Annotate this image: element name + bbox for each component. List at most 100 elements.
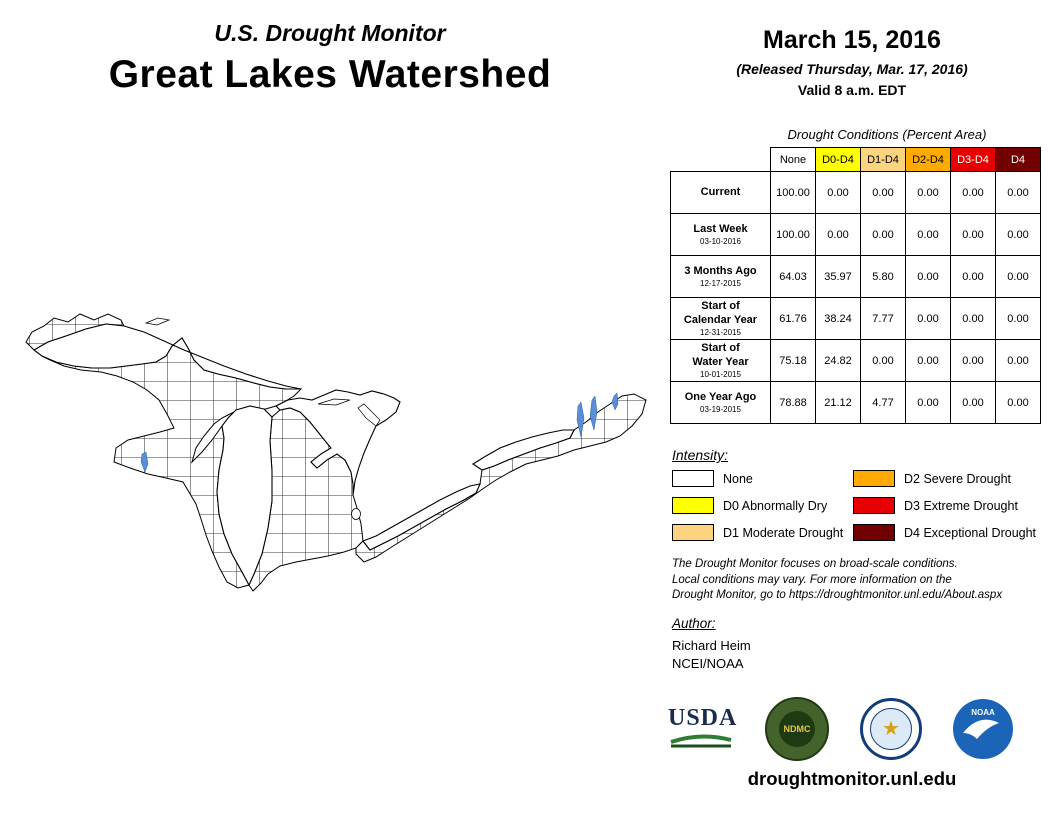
value-cell: 0.00 — [950, 255, 996, 298]
legend-label: D2 Severe Drought — [904, 471, 1012, 486]
drought-conditions-table: None D0-D4 D1-D4 D2-D4 D3-D4 D4 Current 100.00… — [670, 147, 1041, 424]
isle-royale-island — [144, 317, 171, 326]
row-label-cell: One Year Ago 03-19-2015 — [670, 381, 771, 424]
legend-label: D3 Extreme Drought — [904, 498, 1018, 513]
legend-item: D1 Moderate Drought — [672, 524, 843, 541]
value-cell: 0.00 — [860, 171, 906, 214]
row-label-cell: Start of Water Year 10-01-2015 — [670, 339, 771, 382]
value-cell: 0.00 — [905, 255, 951, 298]
row-label-cell: Last Week 03-10-2016 — [670, 213, 771, 256]
table-body: Current 100.00 0.00 0.00 0.00 0.00 0.00 Last We… — [670, 171, 1041, 424]
value-cell: 100.00 — [770, 171, 816, 214]
value-cell: 7.77 — [860, 297, 906, 340]
row-date: 03-10-2016 — [700, 237, 741, 247]
ndmc-logo: NDMC — [765, 697, 829, 761]
table-row: Current 100.00 0.00 0.00 0.00 0.00 0.00 — [670, 171, 1041, 214]
finger-lake-1 — [576, 401, 585, 438]
value-cell: 4.77 — [860, 381, 906, 424]
table-row: One Year Ago 03-19-2015 78.88 21.12 4.77 0.00… — [670, 381, 1041, 424]
value-cell: 100.00 — [770, 213, 816, 256]
map-land-erie-ontario-newyork — [355, 393, 647, 563]
disclaimer-text: The Drought Monitor focuses on broad-sca… — [672, 558, 1003, 602]
value-cell: 24.82 — [815, 339, 861, 382]
table-row: 3 Months Ago 12-17-2015 64.03 35.97 5.80 0.00… — [670, 255, 1041, 298]
column-header-d1-d4: D1-D4 — [860, 147, 906, 172]
value-cell: 0.00 — [950, 381, 996, 424]
row-date: 03-19-2015 — [700, 405, 741, 415]
table-corner-cell — [670, 147, 771, 172]
title-block: U.S. Drought Monitor Great Lakes Watersh… — [40, 20, 620, 97]
value-cell: 0.00 — [905, 297, 951, 340]
finger-lake-3 — [611, 392, 619, 411]
value-cell: 0.00 — [995, 255, 1041, 298]
lake-michigan — [216, 405, 273, 587]
lake-superior — [33, 323, 302, 390]
row-label: 3 Months Ago — [684, 264, 757, 277]
legend-swatch — [672, 524, 714, 541]
value-cell: 64.03 — [770, 255, 816, 298]
value-cell: 0.00 — [905, 171, 951, 214]
value-cell: 0.00 — [815, 171, 861, 214]
column-header-d3-d4: D3-D4 — [950, 147, 996, 172]
legend-label: D0 Abnormally Dry — [723, 498, 828, 513]
value-cell: 35.97 — [815, 255, 861, 298]
released-date: (Released Thursday, Mar. 17, 2016) — [736, 61, 968, 77]
value-cell: 0.00 — [815, 213, 861, 256]
legend-title: Intensity: — [672, 447, 729, 463]
legend-item: D3 Extreme Drought — [853, 497, 1036, 514]
row-label: One Year Ago — [684, 390, 757, 403]
noaa-logo-text: NOAA — [971, 708, 995, 717]
commerce-seal: ★ — [860, 698, 922, 760]
finger-lake-2 — [589, 395, 598, 431]
lake-erie — [362, 483, 481, 551]
row-label: Last Week — [693, 222, 748, 235]
row-label: Start of Water Year — [692, 342, 749, 368]
value-cell: 0.00 — [995, 171, 1041, 214]
value-cell: 0.00 — [905, 381, 951, 424]
value-cell: 0.00 — [950, 171, 996, 214]
noaa-logo: NOAA — [953, 699, 1013, 759]
ndmc-logo-text: NDMC — [783, 724, 811, 734]
column-header-d4: D4 — [995, 147, 1041, 172]
legend-col-2: D2 Severe Drought D3 Extreme Drought D4 Ex… — [853, 470, 1036, 541]
ndmc-logo-center: NDMC — [779, 711, 815, 747]
value-cell: 0.00 — [995, 297, 1041, 340]
value-cell: 5.80 — [860, 255, 906, 298]
row-label: Start of Calendar Year — [683, 300, 758, 326]
usda-logo-text: USDA — [668, 705, 738, 731]
legend-swatch — [853, 524, 895, 541]
value-cell: 0.00 — [995, 213, 1041, 256]
legend-item: None — [672, 470, 843, 487]
table-title: Drought Conditions (Percent Area) — [787, 127, 987, 142]
report-supertitle: U.S. Drought Monitor — [214, 20, 446, 46]
row-date: 12-31-2015 — [700, 327, 741, 337]
legend-item: D2 Severe Drought — [853, 470, 1036, 487]
author-org: NCEI/NOAA — [672, 656, 744, 671]
legend-label: None — [723, 471, 753, 486]
date-block: March 15, 2016 (Released Thursday, Mar. … — [663, 26, 1041, 98]
value-cell: 0.00 — [860, 339, 906, 382]
value-cell: 0.00 — [950, 213, 996, 256]
row-label-cell: 3 Months Ago 12-17-2015 — [670, 255, 771, 298]
value-cell: 0.00 — [905, 213, 951, 256]
page-title: Great Lakes Watershed — [108, 53, 552, 96]
legend-label: D1 Moderate Drought — [723, 525, 844, 540]
author-name: Richard Heim — [672, 638, 751, 653]
row-label-cell: Start of Calendar Year 12-31-2015 — [670, 297, 771, 340]
table-row: Start of Calendar Year 12-31-2015 61.76 38.… — [670, 297, 1041, 340]
value-cell: 0.00 — [995, 381, 1041, 424]
usda-swoosh — [670, 734, 732, 748]
footer-url: droughtmonitor.unl.edu — [747, 768, 957, 789]
column-header-d0-d4: D0-D4 — [815, 147, 861, 172]
row-label: Current — [700, 185, 741, 198]
valid-time: Valid 8 a.m. EDT — [797, 82, 907, 98]
lake-winnebago — [140, 451, 149, 473]
value-cell: 0.00 — [995, 339, 1041, 382]
column-header-none: None — [770, 147, 816, 172]
legend-item: D4 Exceptional Drought — [853, 524, 1036, 541]
legend-swatch — [853, 470, 895, 487]
legend-swatch — [672, 497, 714, 514]
table-row: Start of Water Year 10-01-2015 75.18 24.82 0… — [670, 339, 1041, 382]
row-label-cell: Current — [670, 171, 771, 214]
